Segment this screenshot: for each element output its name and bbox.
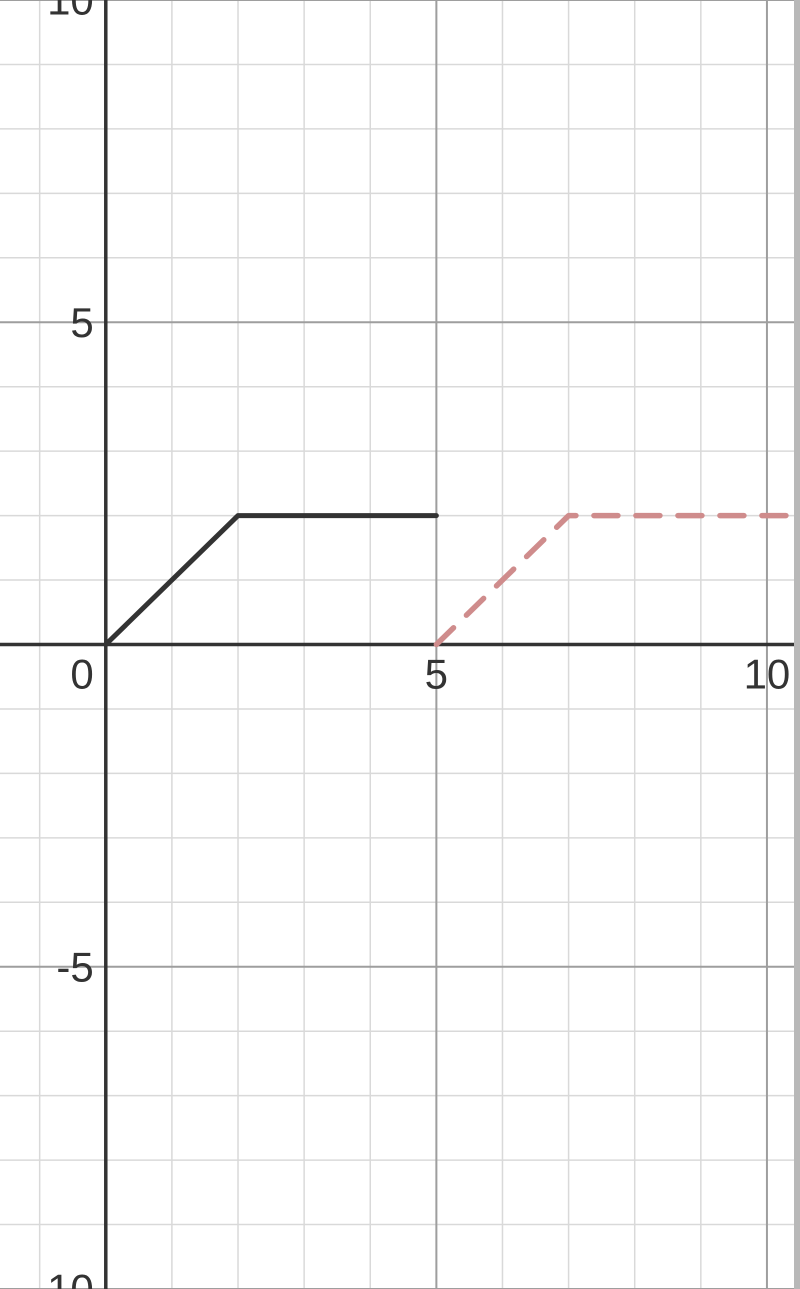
line-chart: 0 5 10 10 5 -5 -10 [0, 0, 800, 1289]
y-tick-label: 10 [47, 0, 94, 24]
y-tick-label: -5 [56, 943, 93, 990]
y-tick-label: -10 [33, 1266, 94, 1289]
x-tick-label: 10 [744, 651, 791, 698]
y-tick-label: 5 [70, 299, 93, 346]
x-tick-label: 5 [425, 651, 448, 698]
x-tick-label: 0 [70, 651, 93, 698]
